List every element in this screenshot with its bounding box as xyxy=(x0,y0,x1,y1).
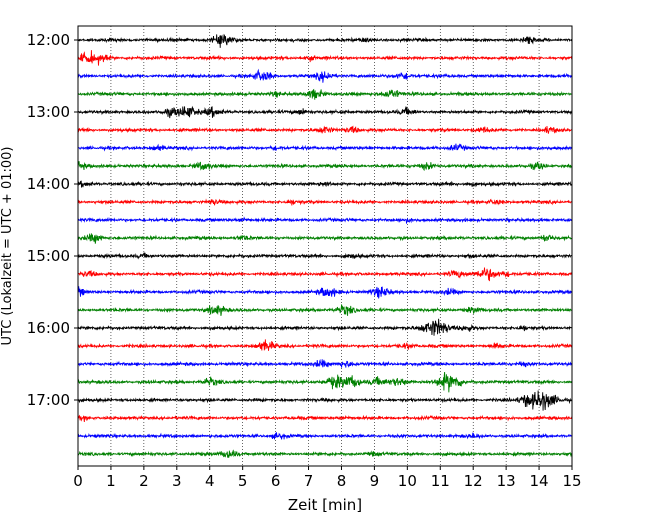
trace-1300 xyxy=(77,105,573,119)
trace-1345 xyxy=(77,161,573,172)
x-tick-label: 8 xyxy=(337,472,347,490)
y-tick-label: 17:00 xyxy=(27,391,70,409)
trace-1715 xyxy=(77,414,573,423)
x-tick-label: 12 xyxy=(464,472,483,490)
x-tick-label: 11 xyxy=(431,472,450,490)
x-tick-label: 9 xyxy=(370,472,380,490)
x-tick-label: 6 xyxy=(271,472,281,490)
trace-1430 xyxy=(77,216,573,224)
trace-1400 xyxy=(77,180,573,188)
x-tick-label: 14 xyxy=(530,472,549,490)
trace-1730 xyxy=(77,432,573,440)
grid-lines xyxy=(110,26,540,466)
x-axis-ticks: 0 1 2 3 4 5 6 7 8 9 10 11 12 13 14 15 xyxy=(73,466,582,490)
trace-1445 xyxy=(77,233,573,244)
plot-frame xyxy=(77,25,573,467)
y-axis-label: UTC (Lokalzeit = UTC + 01:00) xyxy=(0,147,15,346)
y-tick-label: 13:00 xyxy=(27,103,70,121)
trace-1330 xyxy=(77,143,573,152)
y-axis-ticks: 12:00 13:00 14:00 15:00 16:00 17:00 xyxy=(27,31,78,409)
y-tick-label: 15:00 xyxy=(27,247,70,265)
trace-1600 xyxy=(77,318,573,336)
x-tick-label: 3 xyxy=(172,472,182,490)
x-tick-label: 1 xyxy=(106,472,116,490)
y-tick-label: 14:00 xyxy=(27,175,70,193)
x-tick-label: 2 xyxy=(139,472,149,490)
x-tick-label: 15 xyxy=(562,472,581,490)
x-tick-label: 13 xyxy=(497,472,516,490)
trace-1230 xyxy=(77,68,573,83)
y-tick-label: 16:00 xyxy=(27,319,70,337)
y-tick-label: 12:00 xyxy=(27,31,70,49)
x-tick-label: 0 xyxy=(73,472,83,490)
trace-1700 xyxy=(77,390,572,411)
trace-1630 xyxy=(77,358,573,368)
trace-1245 xyxy=(77,88,573,100)
trace-1530 xyxy=(77,286,573,299)
trace-1615 xyxy=(77,339,573,351)
traces xyxy=(77,33,573,458)
x-tick-label: 5 xyxy=(238,472,248,490)
trace-1500 xyxy=(77,251,573,260)
x-tick-label: 10 xyxy=(398,472,417,490)
trace-1415 xyxy=(77,198,573,206)
trace-1315 xyxy=(77,125,573,134)
trace-1515 xyxy=(77,267,573,282)
x-tick-label: 4 xyxy=(205,472,215,490)
x-tick-label: 7 xyxy=(304,472,314,490)
trace-1200 xyxy=(77,33,573,48)
trace-1545 xyxy=(77,304,573,316)
trace-1745 xyxy=(77,449,573,458)
x-axis-label: Zeit [min] xyxy=(288,496,362,514)
trace-1215 xyxy=(77,50,573,66)
trace-1645 xyxy=(77,371,573,393)
